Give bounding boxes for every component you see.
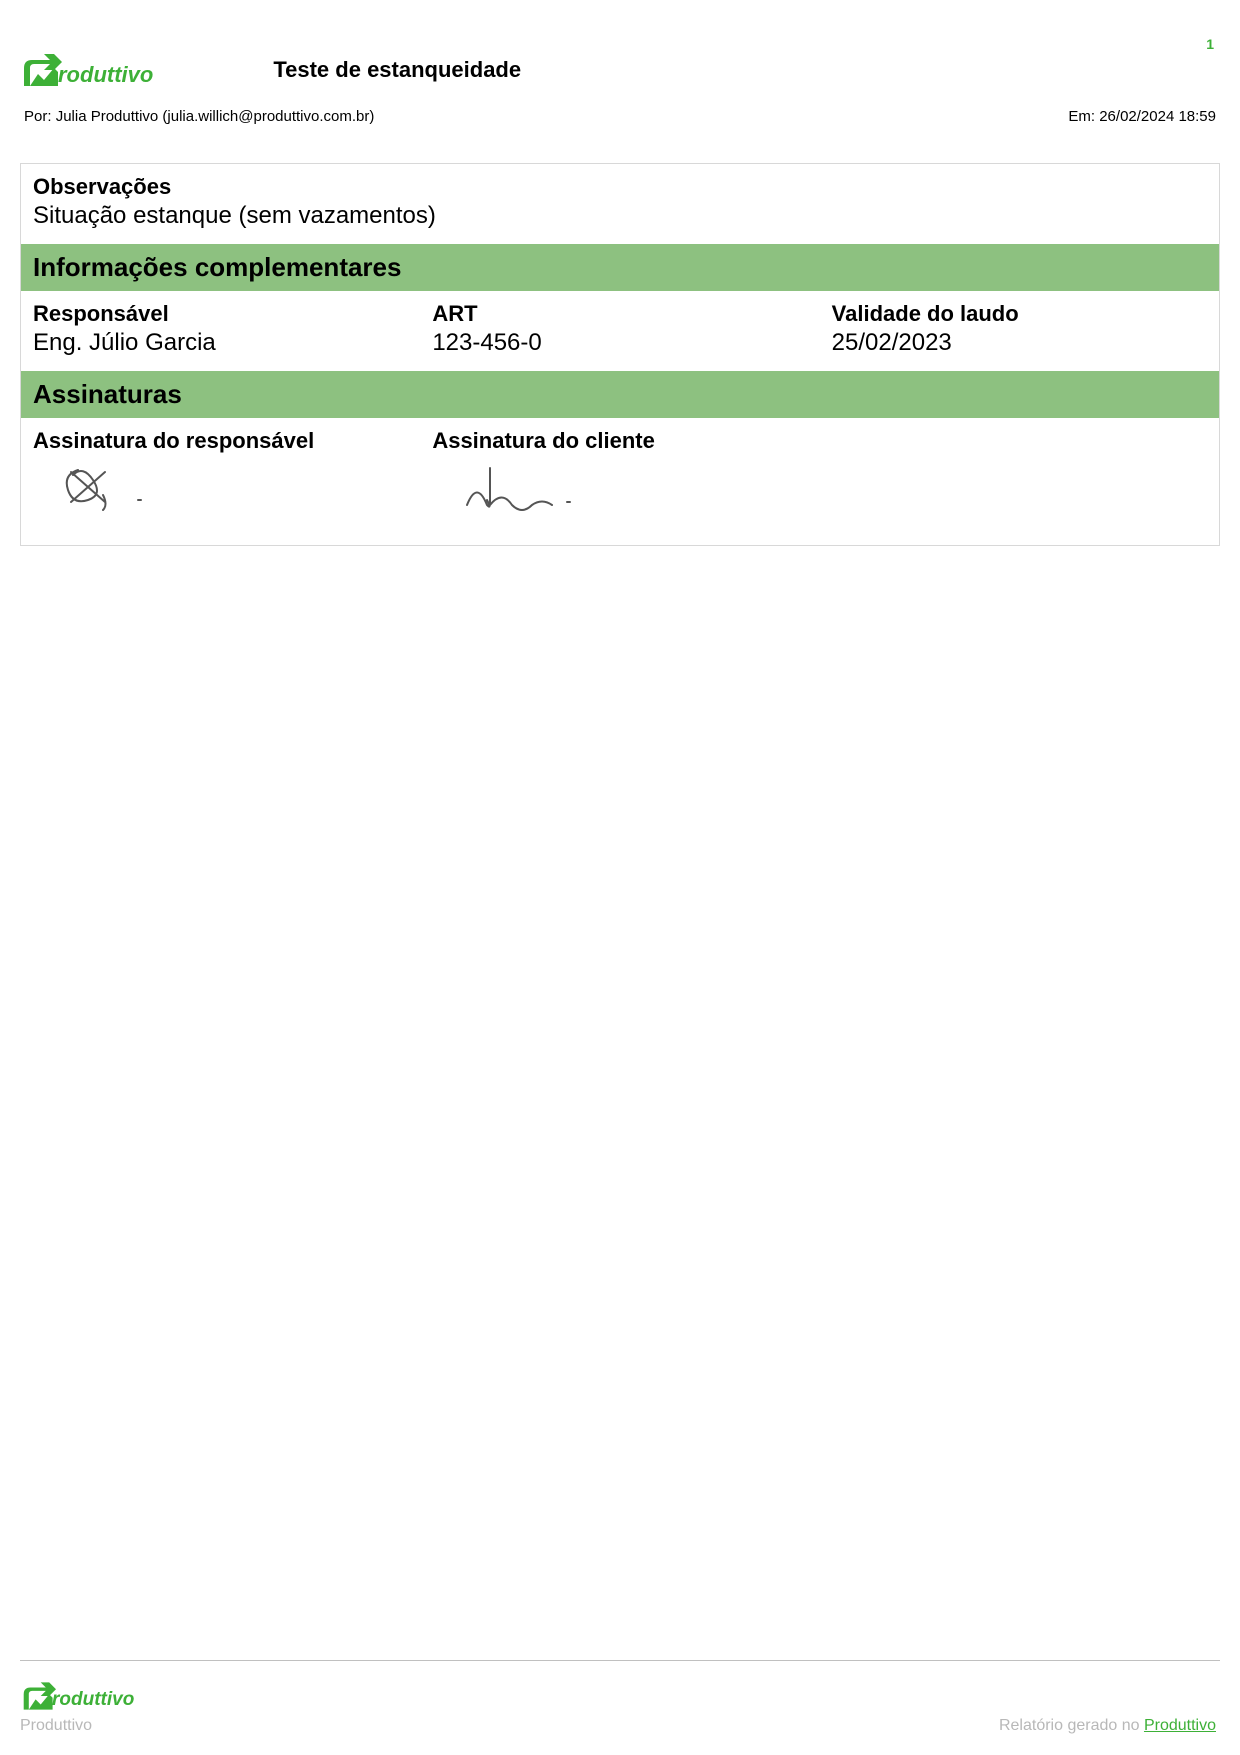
date-meta: Em: 26/02/2024 18:59 xyxy=(1068,108,1216,125)
cliente-signature-label: Assinatura do cliente xyxy=(432,428,807,454)
observations-section: Observações Situação estanque (sem vazam… xyxy=(21,164,1219,244)
meta-row: Por: Julia Produttivo (julia.willich@pro… xyxy=(20,108,1220,125)
responsavel-value: Eng. Júlio Garcia xyxy=(33,329,408,357)
complementary-row: Responsável Eng. Júlio Garcia ART 123-45… xyxy=(21,291,1219,371)
signatures-title: Assinaturas xyxy=(33,379,1207,410)
art-label: ART xyxy=(432,301,807,327)
responsavel-cell: Responsável Eng. Júlio Garcia xyxy=(21,291,420,371)
footer-generated-prefix: Relatório gerado no xyxy=(999,1717,1144,1734)
validade-label: Validade do laudo xyxy=(832,301,1207,327)
observations-label: Observações xyxy=(33,174,1207,200)
page-number: 1 xyxy=(1206,36,1214,52)
page-title: Teste de estanqueidade xyxy=(273,57,521,83)
logo: roduttivo xyxy=(20,50,153,90)
responsavel-signature-cell: Assinatura do responsável xyxy=(21,418,420,545)
validade-cell: Validade do laudo 25/02/2023 xyxy=(820,291,1219,371)
signatures-header: Assinaturas xyxy=(21,371,1219,418)
signatures-row: Assinatura do responsável Assinatura do … xyxy=(21,418,1219,545)
art-cell: ART 123-456-0 xyxy=(420,291,819,371)
empty-signature-cell xyxy=(820,418,1219,545)
responsavel-signature-icon xyxy=(33,460,193,520)
complementary-title: Informações complementares xyxy=(33,252,1207,283)
responsavel-signature-label: Assinatura do responsável xyxy=(33,428,408,454)
footer-logo-text: roduttivo xyxy=(52,1689,134,1711)
responsavel-label: Responsável xyxy=(33,301,408,327)
footer: roduttivo Produttivo Relatório gerado no… xyxy=(20,1660,1220,1735)
footer-right: Relatório gerado no Produttivo xyxy=(999,1717,1216,1735)
observations-value: Situação estanque (sem vazamentos) xyxy=(33,202,1207,230)
author-meta: Por: Julia Produttivo (julia.willich@pro… xyxy=(24,108,374,125)
header: roduttivo Teste de estanqueidade 1 xyxy=(20,50,1220,100)
author-value: Julia Produttivo (julia.willich@produtti… xyxy=(56,108,375,125)
content: Observações Situação estanque (sem vazam… xyxy=(20,163,1220,546)
logo-text: roduttivo xyxy=(58,62,153,88)
art-value: 123-456-0 xyxy=(432,329,807,357)
date-prefix: Em: xyxy=(1068,108,1099,125)
complementary-header: Informações complementares xyxy=(21,244,1219,291)
footer-link[interactable]: Produttivo xyxy=(1144,1717,1216,1734)
page: roduttivo Teste de estanqueidade 1 Por: … xyxy=(0,0,1240,1755)
author-prefix: Por: xyxy=(24,108,56,125)
footer-logo: roduttivo xyxy=(20,1679,1220,1713)
cliente-signature-icon xyxy=(432,460,592,520)
cliente-signature-cell: Assinatura do cliente xyxy=(420,418,819,545)
date-value: 26/02/2024 18:59 xyxy=(1099,108,1216,125)
validade-value: 25/02/2023 xyxy=(832,329,1207,357)
